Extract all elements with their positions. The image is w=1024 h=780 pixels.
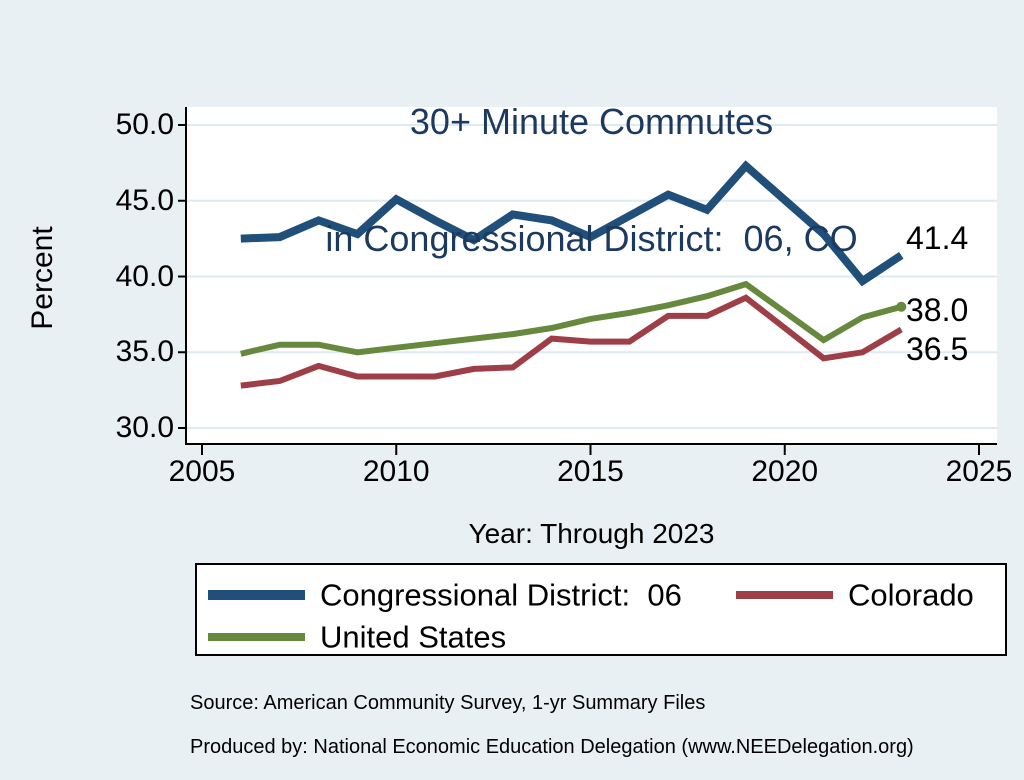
chart-figure: 30+ Minute Commutes in Congressional Dis… [26, 24, 1013, 758]
series-line-1 [240, 294, 903, 389]
legend-label-united-states: United States [320, 619, 507, 655]
x-tick-label: 2005 [168, 455, 236, 488]
y-tick-label: 35.0 [115, 335, 174, 369]
plot-svg [178, 107, 997, 455]
source-line: Source: American Community Survey, 1-yr … [190, 692, 706, 714]
series-end-marker-2 [896, 301, 907, 312]
legend-swatch-united-states [208, 633, 305, 641]
y-tick-label: 45.0 [115, 183, 174, 217]
x-tick-label: 2020 [751, 455, 819, 488]
legend-swatch-colorado [736, 591, 833, 599]
chart-title: 30+ Minute Commutes in Congressional Dis… [186, 24, 997, 336]
y-tick-label: 50.0 [115, 108, 174, 141]
x-tick-label: 2010 [362, 455, 430, 488]
legend-label-colorado: Colorado [848, 577, 974, 613]
series-line-0 [240, 160, 904, 287]
series-line-2 [240, 280, 903, 357]
y-axis-label: Percent [26, 226, 59, 330]
chart-title-line1: 30+ Minute Commutes [409, 101, 774, 142]
end-value-label: 36.5 [906, 331, 969, 367]
produced-by-line: Produced by: National Economic Education… [190, 736, 914, 758]
x-axis-label: Year: Through 2023 [468, 518, 715, 549]
legend-label-congressional-district: Congressional District: 06 [320, 577, 682, 613]
x-tick-label: 2015 [557, 455, 624, 488]
end-value-label: 41.4 [906, 220, 969, 256]
end-value-label: 38.0 [906, 292, 969, 328]
legend-swatch-congressional-district [208, 590, 305, 600]
legend: Congressional District: 06 Colorado Unit… [195, 563, 1007, 656]
source-note: Source: American Community Survey, 1-yr … [190, 670, 1010, 780]
x-tick-label: 2025 [945, 455, 1013, 488]
y-tick-label: 40.0 [115, 259, 174, 293]
chart-title-line2: in Congressional District: 06, CO [325, 218, 858, 259]
y-tick-label: 30.0 [115, 411, 174, 444]
